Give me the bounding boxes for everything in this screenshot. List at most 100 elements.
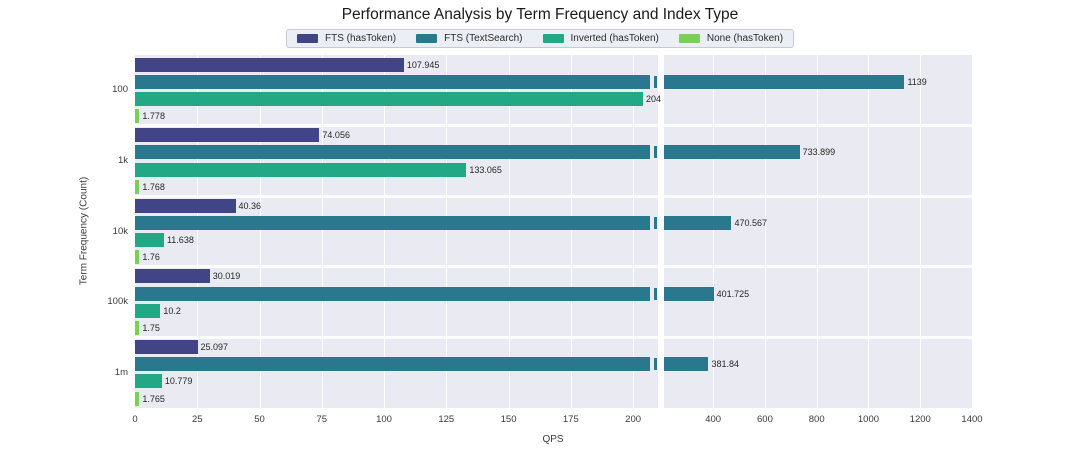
x-tick-label: 800 xyxy=(808,414,825,425)
gridline xyxy=(570,55,572,408)
y-axis-label: Term Frequency (Count) xyxy=(78,176,90,286)
gridline xyxy=(508,55,510,408)
bar xyxy=(135,286,650,301)
bar-value-label: 11.638 xyxy=(166,235,194,246)
group-separator-line xyxy=(135,265,972,269)
bar-value-label: 25.097 xyxy=(200,341,229,352)
bar-value-label: 381.84 xyxy=(711,359,739,370)
bar xyxy=(135,339,198,354)
bar-value-label: 733.899 xyxy=(802,147,836,158)
group-separator-line xyxy=(135,124,972,128)
bar-value-label: 1139 xyxy=(907,76,927,87)
gridline xyxy=(816,55,818,408)
axis-break-marker xyxy=(654,216,657,229)
x-tick-label: 50 xyxy=(254,414,265,425)
y-tick-label: 10k xyxy=(112,225,128,237)
x-tick-label: 125 xyxy=(438,414,455,425)
gridline xyxy=(764,55,766,408)
bar xyxy=(135,357,650,372)
x-tick-label: 150 xyxy=(500,414,517,425)
legend-swatch-icon xyxy=(542,34,564,43)
bar-value-label: 1.768 xyxy=(142,181,165,192)
bar-value-label: 133.065 xyxy=(469,164,502,175)
gridline xyxy=(259,55,261,408)
bar xyxy=(135,391,140,406)
x-axis-label: QPS xyxy=(542,434,564,445)
bar xyxy=(135,74,650,89)
legend-item: None (hasToken) xyxy=(678,33,784,44)
bar xyxy=(664,357,709,372)
gridline xyxy=(384,55,386,408)
bar xyxy=(664,145,800,160)
bar xyxy=(135,320,140,335)
bar xyxy=(135,269,210,284)
y-tick-label: 1m xyxy=(114,366,128,378)
legend-item: FTS (TextSearch) xyxy=(416,33,522,44)
bar-value-label: 401.725 xyxy=(716,288,750,299)
bar-value-label: 1.75 xyxy=(142,322,160,333)
gridline xyxy=(920,55,922,408)
bar xyxy=(135,145,650,160)
legend-label: Inverted (hasToken) xyxy=(570,33,659,44)
y-tick-label: 100k xyxy=(107,296,128,308)
x-tick-label: 1000 xyxy=(857,414,880,425)
bar xyxy=(135,91,644,106)
bar-value-label: 470.567 xyxy=(734,217,767,228)
legend-item: Inverted (hasToken) xyxy=(542,33,659,44)
bar xyxy=(135,250,140,265)
bar-value-label: 1.765 xyxy=(142,393,165,404)
legend-label: None (hasToken) xyxy=(706,33,784,44)
x-tick-label: 0 xyxy=(132,414,138,425)
legend-swatch-icon xyxy=(416,34,438,43)
bar xyxy=(135,233,164,248)
bar-value-label: 1.76 xyxy=(142,252,160,263)
bar-value-label: 10.779 xyxy=(164,376,193,387)
legend-swatch-icon xyxy=(678,34,700,43)
bar xyxy=(664,74,905,89)
plot-panel-left xyxy=(135,55,658,408)
legend-label: FTS (hasToken) xyxy=(324,33,397,44)
axis-break-marker xyxy=(654,358,657,371)
x-tick-label: 600 xyxy=(757,414,773,425)
gridline xyxy=(197,55,199,408)
bar-value-label: 204 xyxy=(646,93,662,104)
bar-value-label: 107.945 xyxy=(406,59,440,70)
bar xyxy=(135,128,320,143)
axis-break-marker xyxy=(654,75,657,88)
gridline xyxy=(321,55,323,408)
bar xyxy=(135,57,404,72)
group-separator-line xyxy=(135,194,972,198)
bar xyxy=(135,215,650,230)
x-tick-label: 400 xyxy=(705,414,722,425)
x-tick-label: 75 xyxy=(316,414,328,425)
x-tick-label: 200 xyxy=(625,414,642,425)
x-tick-label: 1400 xyxy=(961,414,983,425)
bar xyxy=(135,303,161,318)
bar-value-label: 10.2 xyxy=(163,305,181,316)
bar xyxy=(135,374,162,389)
bar xyxy=(135,162,467,177)
x-tick-label: 175 xyxy=(562,414,579,425)
bar xyxy=(135,198,236,213)
x-tick-label: 25 xyxy=(191,414,203,425)
bar-value-label: 30.019 xyxy=(212,271,241,282)
y-tick-label: 100 xyxy=(112,84,128,96)
gridline xyxy=(446,55,448,408)
axis-break-marker xyxy=(654,287,657,300)
bar xyxy=(135,109,140,124)
x-tick-label: 100 xyxy=(376,414,392,425)
chart-legend: FTS (hasToken) FTS (TextSearch) Inverted (… xyxy=(285,29,795,48)
legend-item: FTS (hasToken) xyxy=(296,33,397,44)
bar xyxy=(135,179,140,194)
gridline xyxy=(868,55,870,408)
plot-panel-right xyxy=(664,55,972,408)
bar xyxy=(664,286,714,301)
gridline xyxy=(972,55,973,408)
gridline xyxy=(633,55,635,408)
x-tick-label: 1200 xyxy=(909,414,931,425)
bar-value-label: 40.36 xyxy=(238,200,262,211)
bar-value-label: 74.056 xyxy=(322,130,350,141)
gridline xyxy=(713,55,715,408)
bar-value-label: 1.778 xyxy=(142,111,165,122)
axis-break-marker xyxy=(654,146,657,159)
